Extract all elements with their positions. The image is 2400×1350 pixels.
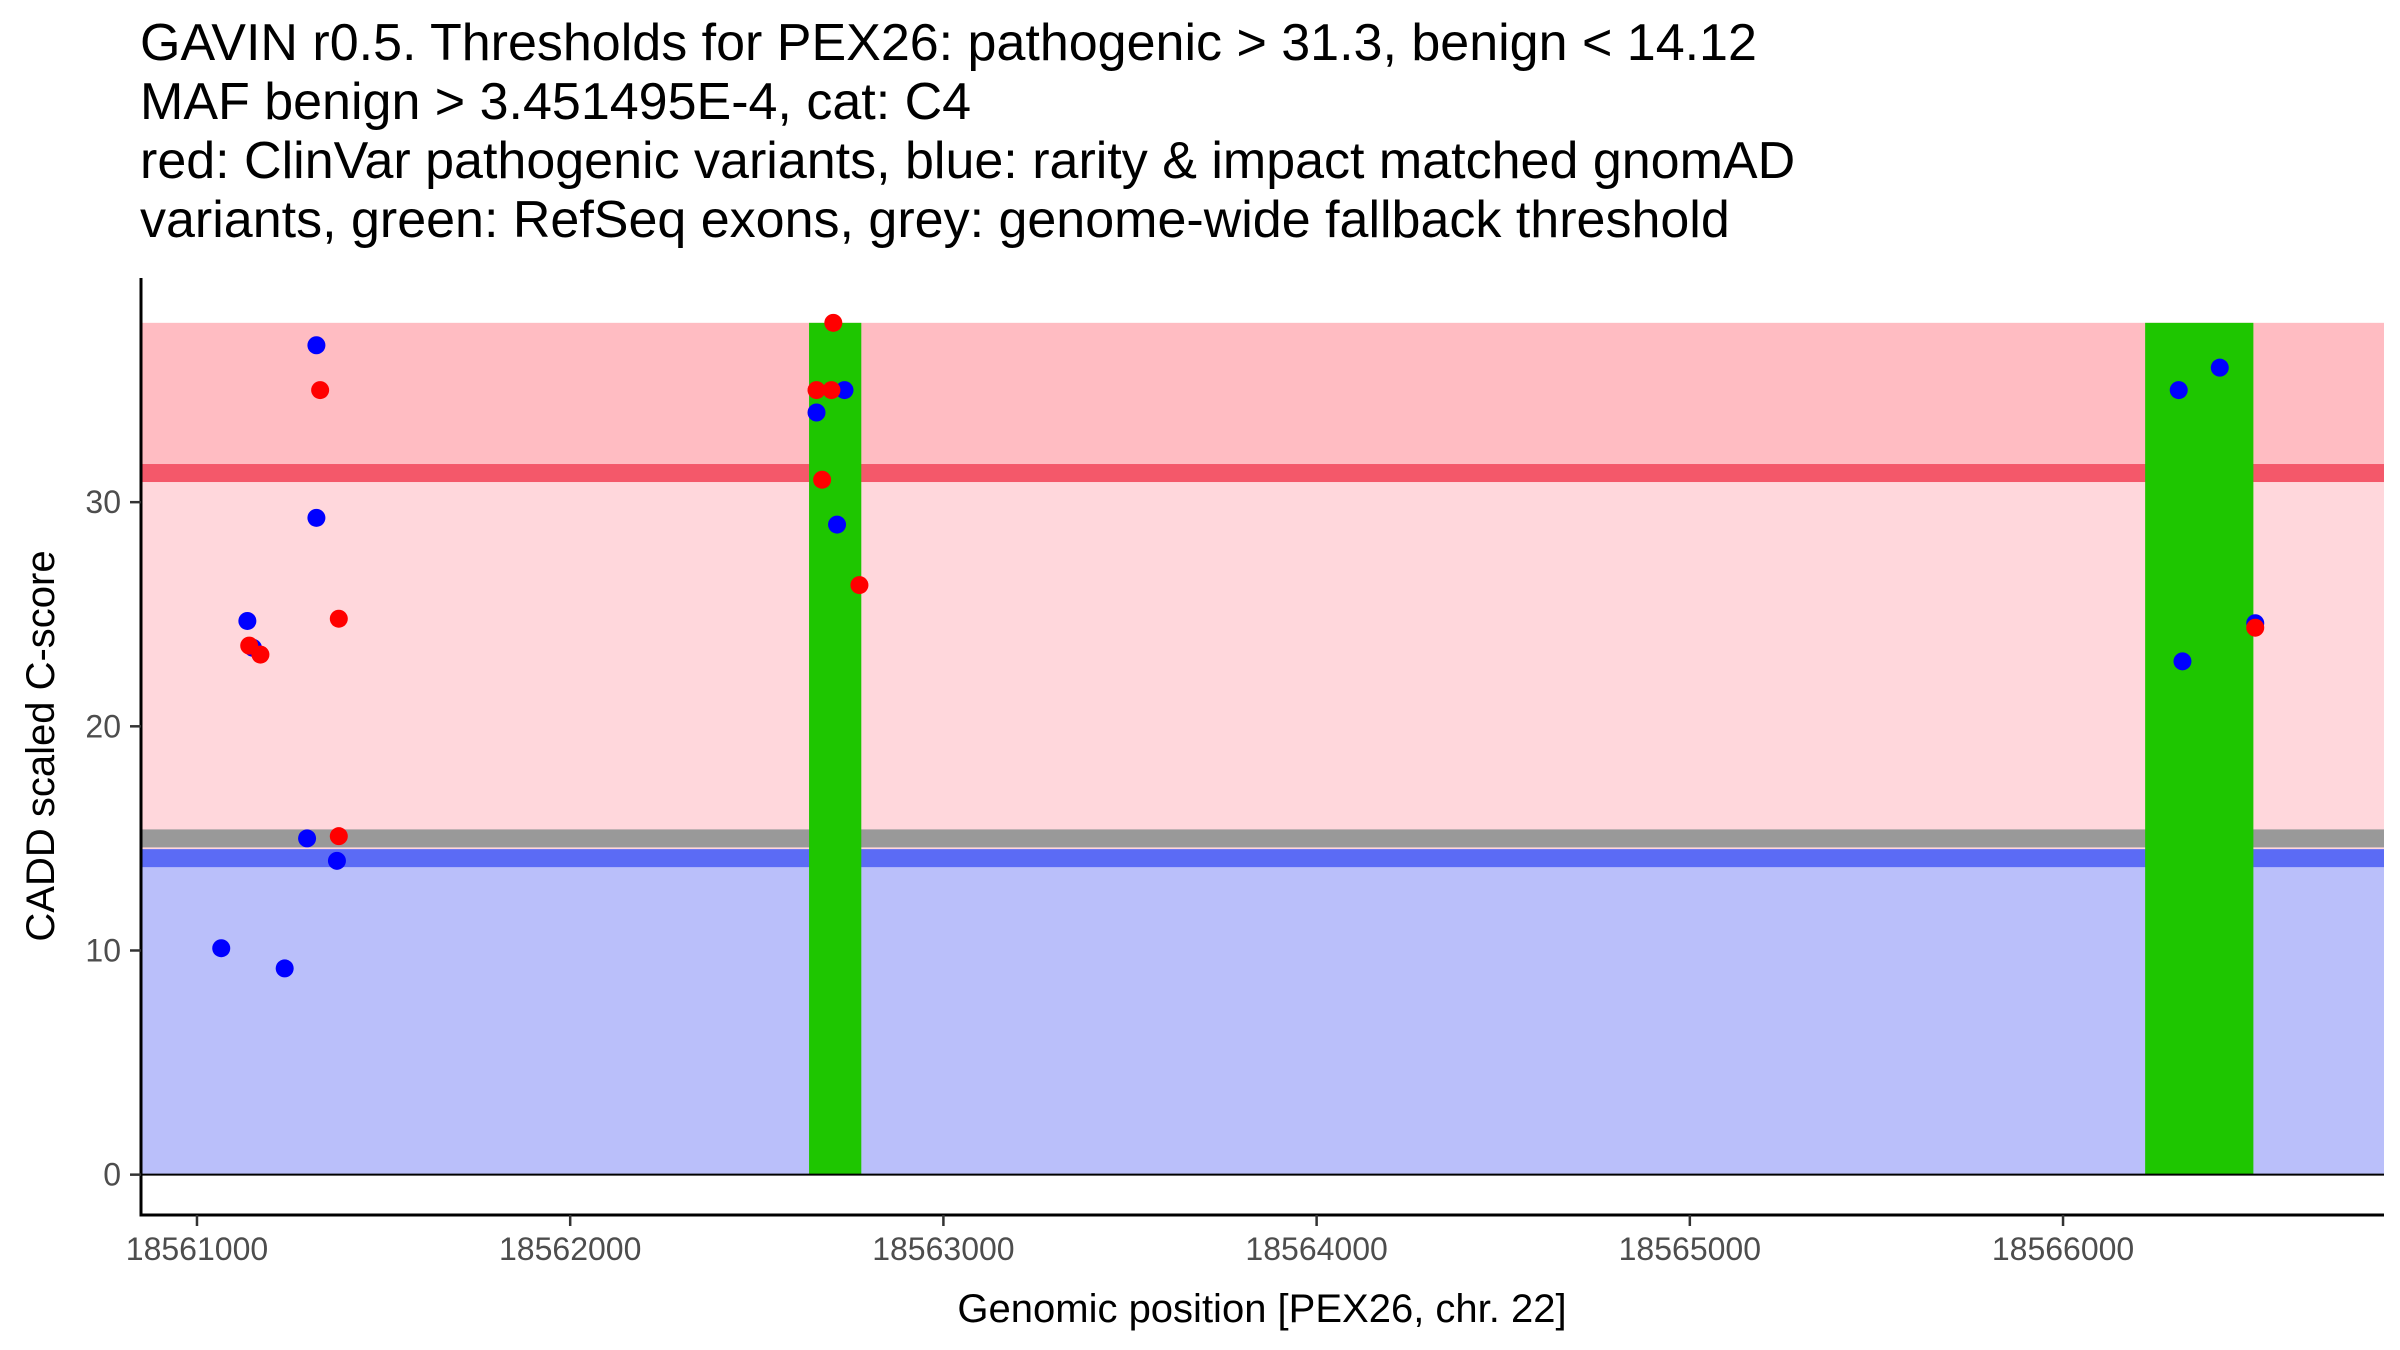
- series-clinvar-pathogenic-variants: [240, 313, 2265, 846]
- x-tick-label: 18565000: [1619, 1231, 1761, 1267]
- pathogenic-zone: [141, 322, 2384, 474]
- title-line-3: red: ClinVar pathogenic variants, blue: …: [140, 132, 1795, 190]
- data-point: [307, 336, 326, 355]
- threshold-lines: [141, 464, 2384, 868]
- x-axis-ticks: 18561000 18562000 18563000 18564000 18565000…: [126, 1215, 2134, 1267]
- y-tick-label: 10: [85, 932, 121, 968]
- data-point: [327, 851, 346, 870]
- data-point: [807, 381, 826, 400]
- x-axis-title: Genomic position [PEX26, chr. 22]: [957, 1287, 1566, 1331]
- y-tick-label: 0: [103, 1157, 121, 1193]
- data-point: [212, 939, 231, 958]
- exon-bar: [809, 322, 862, 1175]
- y-axis-ticks: 0 10 20 30: [85, 484, 141, 1193]
- chart-title: GAVIN r0.5. Thresholds for PEX26: pathog…: [140, 14, 1795, 249]
- x-tick-label: 18562000: [499, 1231, 641, 1267]
- data-point: [835, 381, 854, 400]
- y-axis-title: CADD scaled C-score: [19, 550, 63, 941]
- data-point: [2173, 652, 2192, 671]
- data-points: [212, 313, 2265, 978]
- x-tick-label: 18561000: [126, 1231, 268, 1267]
- data-point: [850, 576, 869, 595]
- exon-bars: [809, 322, 2254, 1175]
- data-point: [2210, 358, 2229, 377]
- axes: [139, 278, 2384, 1217]
- data-point: [329, 827, 348, 846]
- data-point: [2169, 381, 2188, 400]
- data-point: [807, 403, 826, 422]
- data-point: [238, 611, 257, 630]
- data-point: [824, 313, 843, 332]
- threshold-bands: [141, 322, 2384, 1175]
- title-line-1: GAVIN r0.5. Thresholds for PEX26: pathog…: [140, 14, 1757, 72]
- x-tick-label: 18566000: [1992, 1231, 2134, 1267]
- data-point: [275, 959, 294, 978]
- data-point: [311, 381, 330, 400]
- middle-zone: [141, 473, 2384, 859]
- y-tick-label: 20: [85, 708, 121, 744]
- data-point: [2246, 618, 2265, 637]
- data-point: [813, 470, 832, 489]
- x-tick-label: 18563000: [872, 1231, 1014, 1267]
- data-point: [251, 645, 270, 664]
- data-point: [307, 508, 326, 527]
- data-point: [822, 381, 841, 400]
- series-gnomad-variants: [212, 336, 2265, 978]
- exon-bar: [2145, 322, 2254, 1175]
- data-point: [298, 829, 317, 848]
- fallback-threshold: [141, 829, 2384, 848]
- benign-zone: [141, 858, 2384, 1175]
- data-point: [329, 609, 348, 628]
- benign-threshold: [141, 849, 2384, 868]
- x-tick-label: 18564000: [1245, 1231, 1387, 1267]
- title-line-4: variants, green: RefSeq exons, grey: gen…: [140, 191, 1730, 249]
- data-point: [828, 515, 847, 534]
- pathogenic-threshold: [141, 464, 2384, 483]
- y-tick-label: 30: [85, 484, 121, 520]
- title-line-2: MAF benign > 3.451495E-4, cat: C4: [140, 73, 971, 131]
